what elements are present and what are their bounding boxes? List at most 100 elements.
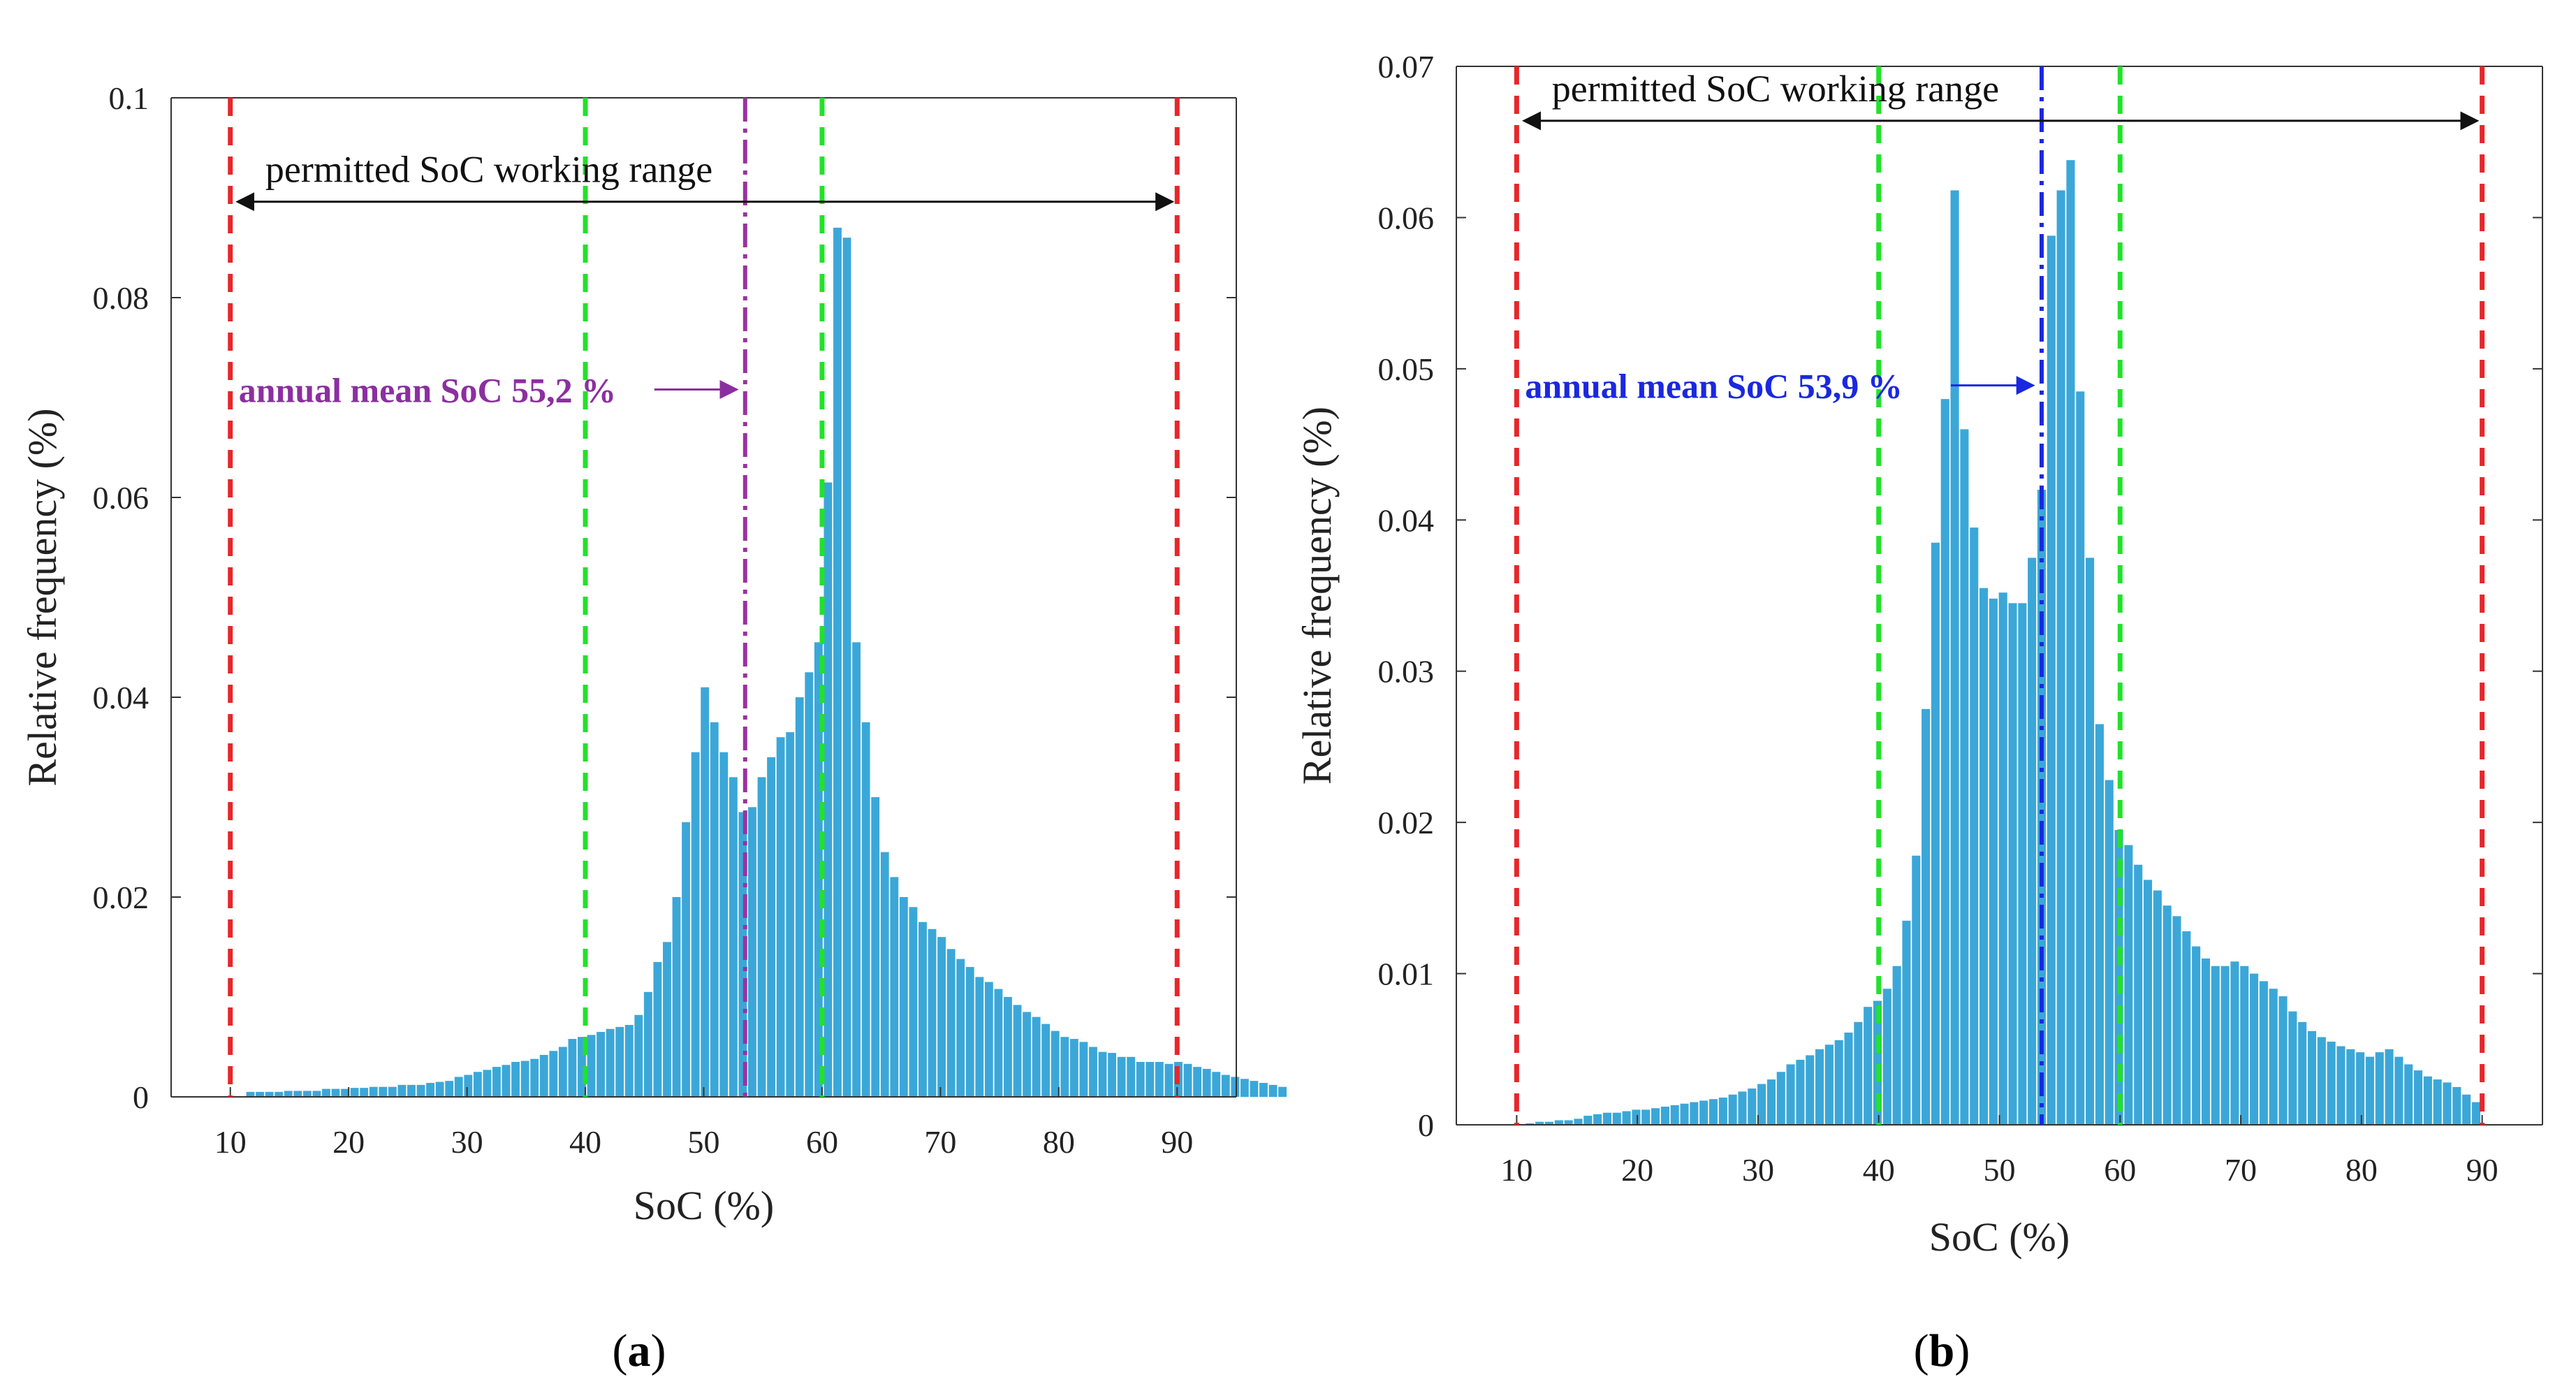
- histogram-bar: [615, 1026, 624, 1097]
- histogram-bar: [975, 977, 984, 1097]
- x-tick-label: 90: [2466, 1152, 2498, 1188]
- histogram-bar: [919, 922, 927, 1097]
- histogram-bar: [1544, 1121, 1554, 1125]
- histogram-bar: [426, 1082, 435, 1097]
- x-tick-label: 70: [2225, 1152, 2257, 1188]
- histogram-bar: [388, 1086, 397, 1097]
- histogram-bar: [2443, 1082, 2452, 1125]
- histogram-bar: [2452, 1086, 2461, 1125]
- histogram-bar: [842, 238, 851, 1098]
- histogram-bar: [663, 942, 671, 1097]
- histogram-bar: [710, 722, 719, 1097]
- histogram-bar: [1221, 1075, 1230, 1097]
- histogram-bar: [293, 1091, 302, 1097]
- histogram-bar: [379, 1086, 388, 1097]
- histogram-bar: [597, 1032, 606, 1097]
- y-tick-label: 0.02: [93, 880, 149, 915]
- histogram-bar: [2028, 558, 2037, 1125]
- histogram-bar: [691, 752, 700, 1097]
- x-tick-label: 40: [569, 1124, 601, 1160]
- histogram-bar: [1690, 1102, 1699, 1125]
- histogram-bar: [2008, 603, 2017, 1125]
- histogram-bar: [956, 959, 965, 1097]
- mean-soc-annotation: annual mean SoC 55,2 %: [239, 371, 616, 410]
- histogram-bar: [473, 1072, 482, 1097]
- histogram-bar: [511, 1061, 520, 1097]
- histogram-bar: [1060, 1037, 1069, 1097]
- histogram-bar: [2018, 603, 2027, 1125]
- histogram-bar: [331, 1088, 340, 1097]
- histogram-bar: [2172, 916, 2181, 1125]
- histogram-bar: [2095, 724, 2104, 1125]
- histogram-bar: [1069, 1039, 1078, 1097]
- histogram-bar: [909, 907, 918, 1097]
- x-axis-label: SoC (%): [1929, 1214, 2070, 1260]
- y-tick-label: 0.04: [1378, 502, 1435, 538]
- histogram-bar: [2278, 996, 2288, 1125]
- histogram-bar: [2346, 1049, 2355, 1125]
- histogram-bar: [634, 1014, 643, 1097]
- histogram-bar: [1796, 1059, 1805, 1125]
- x-tick-label: 60: [2104, 1152, 2136, 1188]
- histogram-bar: [2471, 1102, 2481, 1125]
- histogram-bar: [2394, 1056, 2403, 1125]
- panel-label: (a): [613, 1325, 666, 1376]
- histogram-bar: [1146, 1061, 1155, 1097]
- histogram-bar: [1622, 1111, 1631, 1125]
- histogram-bar: [1960, 429, 1969, 1125]
- y-tick-label: 0.01: [1378, 956, 1435, 992]
- histogram-bar: [322, 1088, 330, 1097]
- histogram-bar: [2076, 391, 2085, 1125]
- histogram-bar: [454, 1077, 463, 1097]
- histogram-bar: [502, 1065, 511, 1097]
- histogram-bar: [1806, 1055, 1815, 1125]
- histogram-bar: [1127, 1056, 1136, 1097]
- histogram-bar: [1864, 1007, 1873, 1125]
- histogram-bar: [824, 482, 833, 1097]
- x-tick-label: 40: [1863, 1152, 1895, 1188]
- histogram-bar: [2413, 1070, 2423, 1125]
- histogram-bar: [682, 822, 691, 1097]
- histogram-bar: [2462, 1094, 2471, 1125]
- histogram-bar: [871, 797, 880, 1097]
- histogram-bar: [672, 897, 681, 1097]
- histogram-bar: [1824, 1044, 1834, 1125]
- y-tick-label: 0.03: [1378, 654, 1435, 690]
- histogram-bar: [1259, 1082, 1268, 1097]
- histogram-bar: [350, 1088, 359, 1097]
- histogram-bar: [1902, 920, 1911, 1125]
- histogram-bar: [1641, 1109, 1651, 1125]
- x-tick-label: 80: [1043, 1124, 1075, 1160]
- x-axis-label: SoC (%): [634, 1183, 774, 1228]
- histogram-bar: [2230, 961, 2239, 1125]
- histogram-bar: [880, 852, 889, 1097]
- histogram-bar: [2134, 864, 2143, 1125]
- y-tick-label: 0.02: [1378, 805, 1435, 840]
- histogram-bar: [1708, 1099, 1718, 1125]
- histogram-bar: [890, 877, 899, 1097]
- panel-label: (b): [1914, 1325, 1970, 1376]
- histogram-bar: [833, 227, 842, 1097]
- histogram-bar: [984, 982, 993, 1097]
- chart-panel-b: 10 20 30 40 50 60 70 80 90 0 0.01 0.02 0.03 0.04 0.05 0…: [1294, 49, 2543, 1376]
- histogram-bar: [558, 1047, 567, 1097]
- histogram-bar: [416, 1084, 425, 1097]
- histogram-bar: [1892, 966, 1901, 1125]
- histogram-bar: [1278, 1086, 1287, 1097]
- histogram-bar: [852, 642, 861, 1097]
- histogram-bar: [2250, 973, 2259, 1125]
- x-tick-label: 30: [1742, 1152, 1774, 1188]
- histogram-bar: [284, 1091, 293, 1097]
- histogram-bar: [1844, 1032, 1853, 1125]
- histogram-bar: [2056, 190, 2065, 1125]
- histogram-bar: [2423, 1076, 2432, 1125]
- histogram-bar: [1525, 1123, 1535, 1125]
- histogram-bar: [2240, 966, 2249, 1125]
- histogram-bar: [2143, 880, 2153, 1125]
- histogram-bar: [2192, 946, 2201, 1125]
- histogram-bar: [1202, 1068, 1211, 1097]
- histogram-bar: [1748, 1088, 1757, 1125]
- histogram-bar: [643, 991, 652, 1097]
- histogram-bar: [2153, 890, 2162, 1125]
